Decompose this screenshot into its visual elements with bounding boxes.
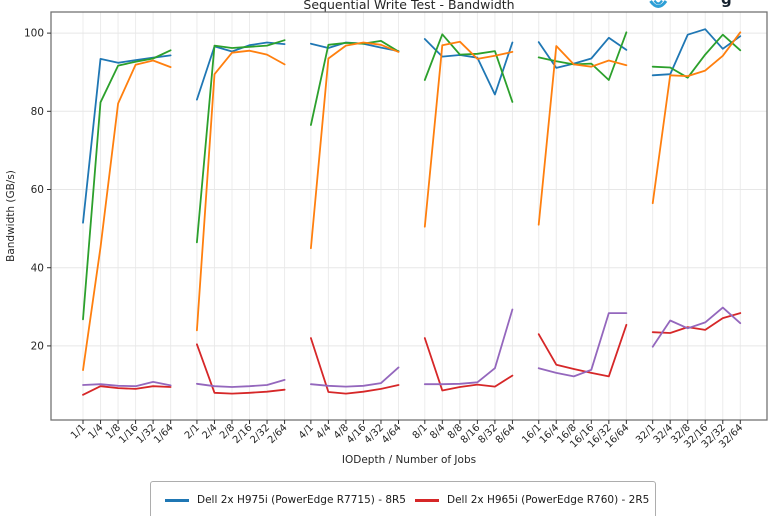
series-segment: [195, 49, 286, 332]
series-segment: [309, 41, 400, 250]
x-tick-label: 1/16: [117, 422, 141, 446]
x-tick-label: 8/4: [428, 422, 447, 441]
x-tick-label: 8/32: [476, 422, 500, 446]
x-tick-label: 1/64: [152, 422, 176, 446]
x-tick-label: 4/64: [380, 422, 404, 446]
x-tick-label: 8/64: [494, 422, 518, 446]
series-segment: [537, 312, 628, 378]
series-segment: [195, 41, 286, 101]
series-segment: [537, 36, 628, 69]
legend: Dell 2x H975i (PowerEdge R7715) - 8R5 Del…: [150, 481, 656, 516]
series-segment: [82, 380, 172, 388]
x-tick-label: 2/1: [183, 422, 202, 441]
series-segment: [195, 39, 286, 244]
x-tick-label: 2/4: [200, 422, 219, 441]
y-axis-label: Bandwidth (GB/s): [5, 170, 17, 262]
legend-item: Dell 2x H975i (PowerEdge R7715) - 8R5: [165, 488, 406, 513]
series-segment: [423, 308, 514, 386]
series-segment: [651, 33, 742, 79]
x-tick-label: 32/4: [652, 422, 676, 446]
x-tick-label: 4/32: [362, 422, 386, 446]
series-segment: [82, 385, 172, 396]
series-segment: [82, 59, 172, 372]
x-tick-label: 8/1: [411, 422, 430, 441]
legend-item: Dell 2x H965i (PowerEdge R760) - 2R5: [415, 488, 649, 513]
data-series-lines: [82, 28, 742, 396]
y-tick-label: 60: [31, 184, 44, 196]
legend-label: Dell 2x H975i (PowerEdge R7715) - 8R5: [197, 494, 406, 507]
x-tick-label: 4/4: [314, 422, 333, 441]
legend-line-swatch: [415, 498, 439, 502]
series-segment: [423, 337, 514, 392]
x-tick-label: 4/1: [297, 422, 316, 441]
x-tick-label: 16/4: [538, 422, 562, 446]
plot-border: [50, 11, 768, 421]
x-tick-label: 1/1: [69, 422, 88, 441]
series-segment: [195, 378, 286, 388]
series-segment: [651, 31, 742, 205]
series-segment: [423, 33, 514, 103]
legend-label: Dell 2x H965i (PowerEdge R760) - 2R5: [447, 494, 650, 507]
x-tick-label: 1/32: [135, 422, 159, 446]
series-segment: [423, 40, 514, 228]
x-tick-label: 4/16: [345, 422, 369, 446]
series-segment: [537, 45, 628, 226]
legend-line-swatch: [165, 498, 189, 502]
y-tick-label: 40: [31, 262, 44, 274]
logo-swirl-inner-icon: [653, 0, 663, 5]
y-tick-label: 80: [31, 106, 44, 118]
x-axis-label: IODepth / Number of Jobs: [342, 454, 476, 466]
x-tick-label: 32/1: [634, 422, 658, 446]
series-segment: [82, 54, 172, 224]
series-segment: [537, 323, 628, 378]
series-segment: [537, 31, 628, 81]
x-tick-label: 16/1: [520, 422, 544, 446]
series-segment: [82, 49, 172, 321]
y-tick-label: 20: [31, 341, 44, 353]
series-segment: [651, 312, 742, 334]
series-segment: [309, 337, 400, 395]
x-tick-label: 8/16: [459, 422, 483, 446]
y-tick-label: 100: [24, 28, 44, 40]
series-segment: [195, 343, 286, 395]
chart-title: Sequential Write Test - Bandwidth: [303, 0, 514, 12]
gridlines: [51, 12, 767, 420]
x-tick-label: 2/32: [248, 422, 272, 446]
series-segment: [651, 306, 742, 348]
series-segment: [309, 366, 400, 388]
logo-swirl-icon: [649, 0, 668, 8]
x-tick-label: 2/64: [266, 422, 290, 446]
plot-border-rect: [50, 11, 768, 421]
series-segment: [651, 28, 742, 77]
x-tick-label: 2/16: [231, 422, 255, 446]
x-tick-label: 1/4: [86, 422, 105, 441]
series-segment: [423, 38, 514, 96]
brand-logo-partial: g: [649, 0, 732, 8]
logo-letter-fragment: g: [721, 0, 732, 8]
